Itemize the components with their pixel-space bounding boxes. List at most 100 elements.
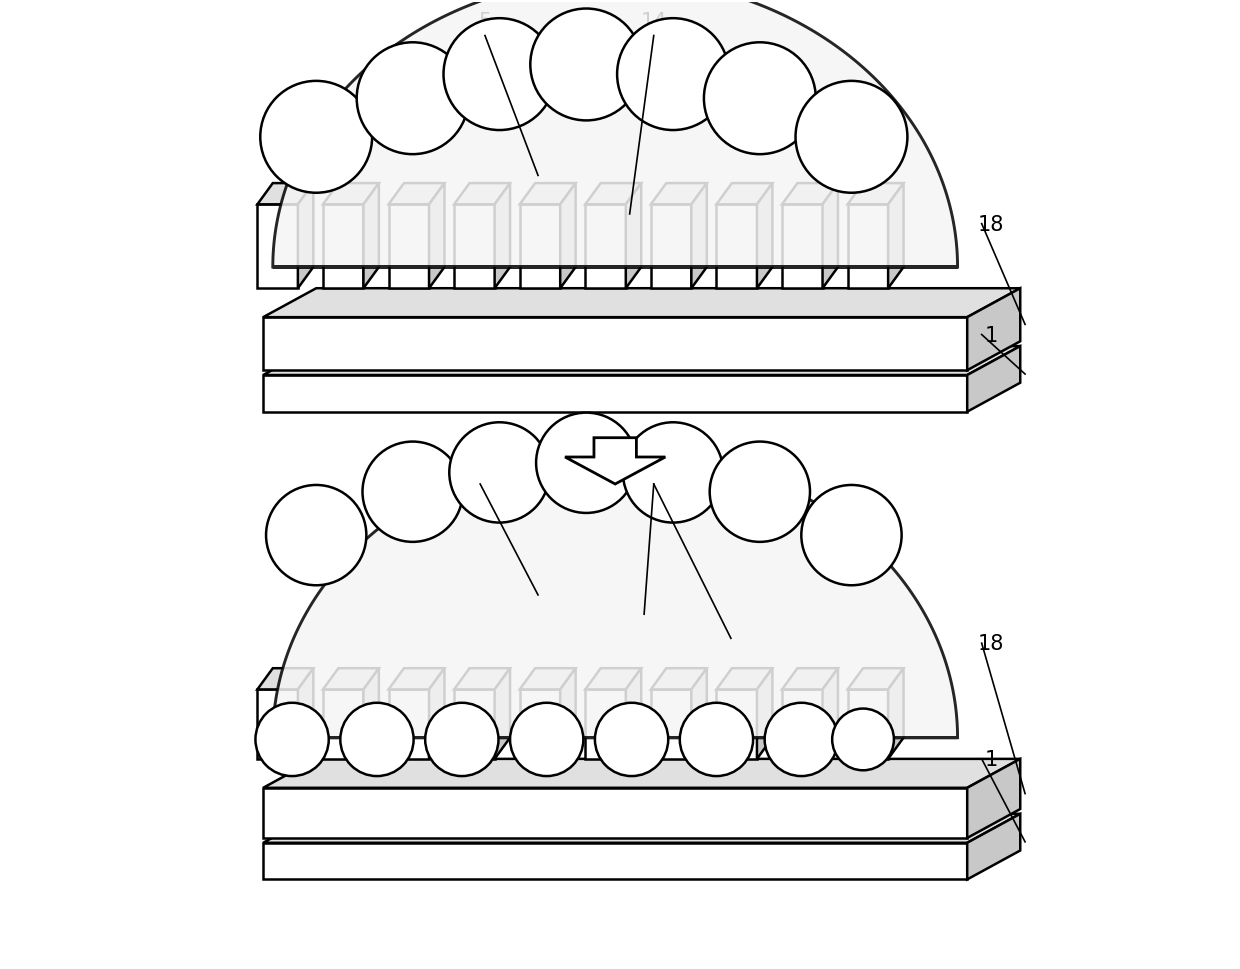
Polygon shape bbox=[273, 0, 957, 267]
Polygon shape bbox=[429, 184, 444, 289]
Ellipse shape bbox=[260, 81, 372, 194]
Ellipse shape bbox=[444, 19, 556, 131]
Polygon shape bbox=[967, 289, 1021, 371]
Polygon shape bbox=[520, 205, 560, 289]
Polygon shape bbox=[363, 669, 379, 759]
Polygon shape bbox=[585, 184, 641, 205]
Ellipse shape bbox=[362, 442, 463, 543]
Polygon shape bbox=[363, 184, 379, 289]
Text: 1: 1 bbox=[985, 749, 998, 769]
Text: 18: 18 bbox=[978, 214, 1004, 234]
Polygon shape bbox=[651, 669, 707, 690]
Polygon shape bbox=[822, 669, 838, 759]
Polygon shape bbox=[967, 814, 1021, 880]
Polygon shape bbox=[263, 289, 1021, 318]
Polygon shape bbox=[258, 205, 298, 289]
Polygon shape bbox=[585, 669, 641, 690]
Polygon shape bbox=[692, 669, 707, 759]
Ellipse shape bbox=[595, 703, 668, 776]
Polygon shape bbox=[263, 347, 1021, 376]
Polygon shape bbox=[888, 669, 904, 759]
Polygon shape bbox=[782, 184, 838, 205]
Polygon shape bbox=[388, 205, 429, 289]
Ellipse shape bbox=[680, 703, 753, 776]
Polygon shape bbox=[495, 184, 510, 289]
Polygon shape bbox=[454, 669, 510, 690]
Polygon shape bbox=[495, 669, 510, 759]
Polygon shape bbox=[263, 843, 967, 880]
Polygon shape bbox=[388, 690, 429, 759]
Ellipse shape bbox=[531, 10, 642, 121]
Polygon shape bbox=[848, 669, 904, 690]
Polygon shape bbox=[560, 184, 575, 289]
Ellipse shape bbox=[618, 19, 729, 131]
Polygon shape bbox=[651, 205, 692, 289]
Polygon shape bbox=[692, 184, 707, 289]
Polygon shape bbox=[263, 318, 967, 371]
Ellipse shape bbox=[622, 422, 723, 523]
Ellipse shape bbox=[832, 709, 894, 770]
Polygon shape bbox=[322, 690, 363, 759]
Polygon shape bbox=[454, 184, 510, 205]
Polygon shape bbox=[717, 184, 773, 205]
Ellipse shape bbox=[255, 703, 329, 776]
Ellipse shape bbox=[267, 485, 366, 585]
Ellipse shape bbox=[425, 703, 498, 776]
Text: 5: 5 bbox=[479, 12, 491, 32]
Polygon shape bbox=[585, 205, 626, 289]
Polygon shape bbox=[258, 184, 314, 205]
Polygon shape bbox=[322, 184, 379, 205]
Polygon shape bbox=[626, 669, 641, 759]
Text: 14: 14 bbox=[641, 12, 667, 32]
Polygon shape bbox=[273, 449, 957, 737]
Ellipse shape bbox=[340, 703, 414, 776]
Polygon shape bbox=[263, 759, 1021, 788]
Polygon shape bbox=[782, 669, 838, 690]
Polygon shape bbox=[848, 205, 888, 289]
Polygon shape bbox=[298, 184, 314, 289]
Polygon shape bbox=[717, 690, 756, 759]
Polygon shape bbox=[298, 669, 314, 759]
Polygon shape bbox=[848, 690, 888, 759]
Polygon shape bbox=[454, 690, 495, 759]
Ellipse shape bbox=[704, 44, 816, 155]
Polygon shape bbox=[717, 669, 773, 690]
Ellipse shape bbox=[536, 413, 636, 514]
Polygon shape bbox=[888, 184, 904, 289]
Polygon shape bbox=[967, 759, 1021, 838]
Ellipse shape bbox=[449, 422, 549, 523]
Polygon shape bbox=[322, 205, 363, 289]
Polygon shape bbox=[756, 184, 773, 289]
Polygon shape bbox=[626, 184, 641, 289]
Text: 5: 5 bbox=[474, 460, 487, 480]
Ellipse shape bbox=[765, 703, 838, 776]
Polygon shape bbox=[651, 184, 707, 205]
Polygon shape bbox=[848, 184, 904, 205]
Polygon shape bbox=[263, 788, 967, 838]
Ellipse shape bbox=[709, 442, 810, 543]
Polygon shape bbox=[520, 669, 575, 690]
Polygon shape bbox=[520, 690, 560, 759]
Polygon shape bbox=[782, 205, 822, 289]
Ellipse shape bbox=[801, 485, 901, 585]
Polygon shape bbox=[263, 376, 967, 412]
Polygon shape bbox=[967, 347, 1021, 412]
Ellipse shape bbox=[796, 81, 908, 194]
Ellipse shape bbox=[357, 44, 469, 155]
Polygon shape bbox=[520, 184, 575, 205]
Polygon shape bbox=[454, 205, 495, 289]
Polygon shape bbox=[322, 669, 379, 690]
Polygon shape bbox=[717, 205, 756, 289]
Ellipse shape bbox=[510, 703, 583, 776]
Polygon shape bbox=[560, 669, 575, 759]
Text: 18: 18 bbox=[978, 634, 1004, 653]
Polygon shape bbox=[822, 184, 838, 289]
Polygon shape bbox=[782, 690, 822, 759]
Polygon shape bbox=[565, 438, 666, 484]
Polygon shape bbox=[258, 690, 298, 759]
Polygon shape bbox=[429, 669, 444, 759]
Polygon shape bbox=[756, 669, 773, 759]
Polygon shape bbox=[585, 690, 626, 759]
Polygon shape bbox=[388, 184, 444, 205]
Polygon shape bbox=[258, 669, 314, 690]
